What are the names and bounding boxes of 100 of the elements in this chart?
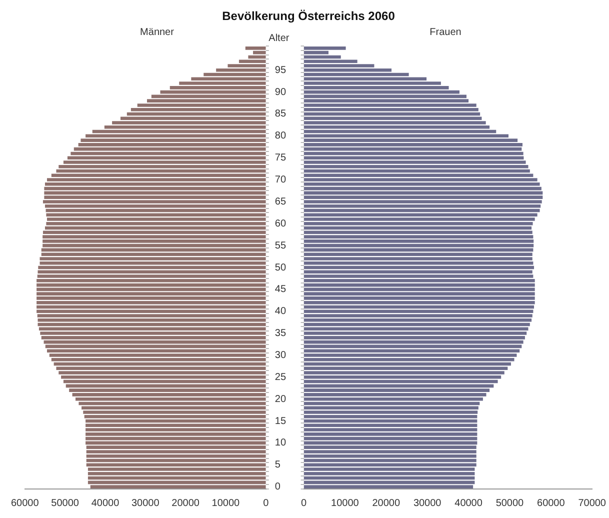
bar <box>54 362 266 366</box>
x-tick-label: 0 <box>301 498 307 509</box>
bar <box>51 358 266 362</box>
bar <box>304 283 535 287</box>
bar <box>70 152 266 156</box>
y-tick-label: 45 <box>274 284 286 296</box>
y-tick-label: 90 <box>274 86 286 98</box>
bar <box>304 116 482 120</box>
bar <box>304 222 533 226</box>
bar <box>304 366 508 370</box>
bar <box>304 340 524 344</box>
bar <box>38 266 266 270</box>
bar <box>304 112 480 116</box>
y-tick-label: 30 <box>274 350 286 361</box>
bar <box>304 174 534 178</box>
bar <box>44 204 266 208</box>
bar <box>304 454 476 458</box>
bar <box>88 476 266 480</box>
chart-title: Frauen <box>430 26 462 38</box>
x-tick-label: 30000 <box>131 498 160 509</box>
y-tick-label: 15 <box>274 416 286 427</box>
bar <box>304 358 514 362</box>
bar <box>86 441 266 445</box>
bar <box>86 463 266 467</box>
bar <box>90 485 266 488</box>
chart-subtitle: Männer <box>140 26 175 38</box>
bar <box>304 458 476 462</box>
x-tick-label: 50000 <box>51 498 80 509</box>
x-tick-label: 20000 <box>172 498 200 509</box>
bar <box>304 186 542 190</box>
bar <box>304 344 522 348</box>
bar <box>86 454 266 458</box>
bar <box>63 380 266 384</box>
bar <box>86 419 266 423</box>
x-tick-label: 40000 <box>91 498 120 509</box>
bar <box>304 310 534 314</box>
bar <box>42 244 266 248</box>
y-tick-label: 40 <box>274 306 286 318</box>
bar <box>42 230 266 234</box>
bar <box>304 414 478 418</box>
bar <box>304 266 534 270</box>
y-tick-label: 65 <box>274 196 286 208</box>
x-tick-label: 60000 <box>11 498 40 509</box>
bar <box>304 463 476 467</box>
bar <box>38 322 266 326</box>
bar <box>304 204 541 208</box>
bar <box>38 318 266 322</box>
bar <box>46 208 266 212</box>
x-tick-label: 50000 <box>496 498 524 509</box>
bar <box>304 300 535 304</box>
bar <box>86 436 266 440</box>
bar <box>45 344 266 348</box>
bar <box>304 94 466 98</box>
bar <box>304 230 532 234</box>
y-tick-label: 85 <box>274 108 286 120</box>
bar <box>304 318 532 322</box>
x-tick-label: 10000 <box>212 498 240 509</box>
bar <box>88 480 266 484</box>
bar <box>36 305 266 309</box>
bar <box>304 397 483 401</box>
bar <box>304 270 532 274</box>
bar <box>304 424 478 428</box>
bar <box>304 402 480 406</box>
bar <box>304 244 534 248</box>
x-tick-label: 60000 <box>537 498 566 509</box>
y-tick-label: 20 <box>274 394 286 405</box>
bar <box>304 169 530 173</box>
y-tick-label: 80 <box>274 130 286 142</box>
bar <box>38 270 266 274</box>
bar <box>36 283 266 287</box>
x-tick-label: 70000 <box>578 498 606 509</box>
bar <box>304 419 478 423</box>
bar <box>41 248 266 252</box>
bar <box>86 424 266 428</box>
y-tick-label: 55 <box>274 240 286 252</box>
y-tick-label: 60 <box>274 218 286 230</box>
bar <box>304 147 522 151</box>
y-tick-label: 70 <box>274 174 286 186</box>
bar <box>38 327 266 331</box>
bar <box>76 397 266 401</box>
y-tick-label: 25 <box>274 372 286 383</box>
bar <box>84 414 266 418</box>
y-tick-label: 0 <box>274 482 281 493</box>
bar <box>304 476 475 480</box>
text: Bevölkerung Österreichs 2060 <box>221 8 396 24</box>
bar <box>304 441 478 445</box>
bar <box>304 108 478 112</box>
bar <box>46 213 266 217</box>
y-tick-label: 10 <box>274 438 286 449</box>
bar <box>304 191 543 195</box>
bar <box>304 261 534 265</box>
bar <box>44 226 266 230</box>
bar <box>304 485 474 488</box>
x-tick-label: 40000 <box>454 498 483 509</box>
bar <box>304 380 498 384</box>
y-tick-label: 95 <box>274 64 286 76</box>
x-tick-label: 20000 <box>372 498 400 509</box>
bar <box>78 402 266 406</box>
y-tick-label: 35 <box>274 328 286 340</box>
bar <box>36 310 266 314</box>
